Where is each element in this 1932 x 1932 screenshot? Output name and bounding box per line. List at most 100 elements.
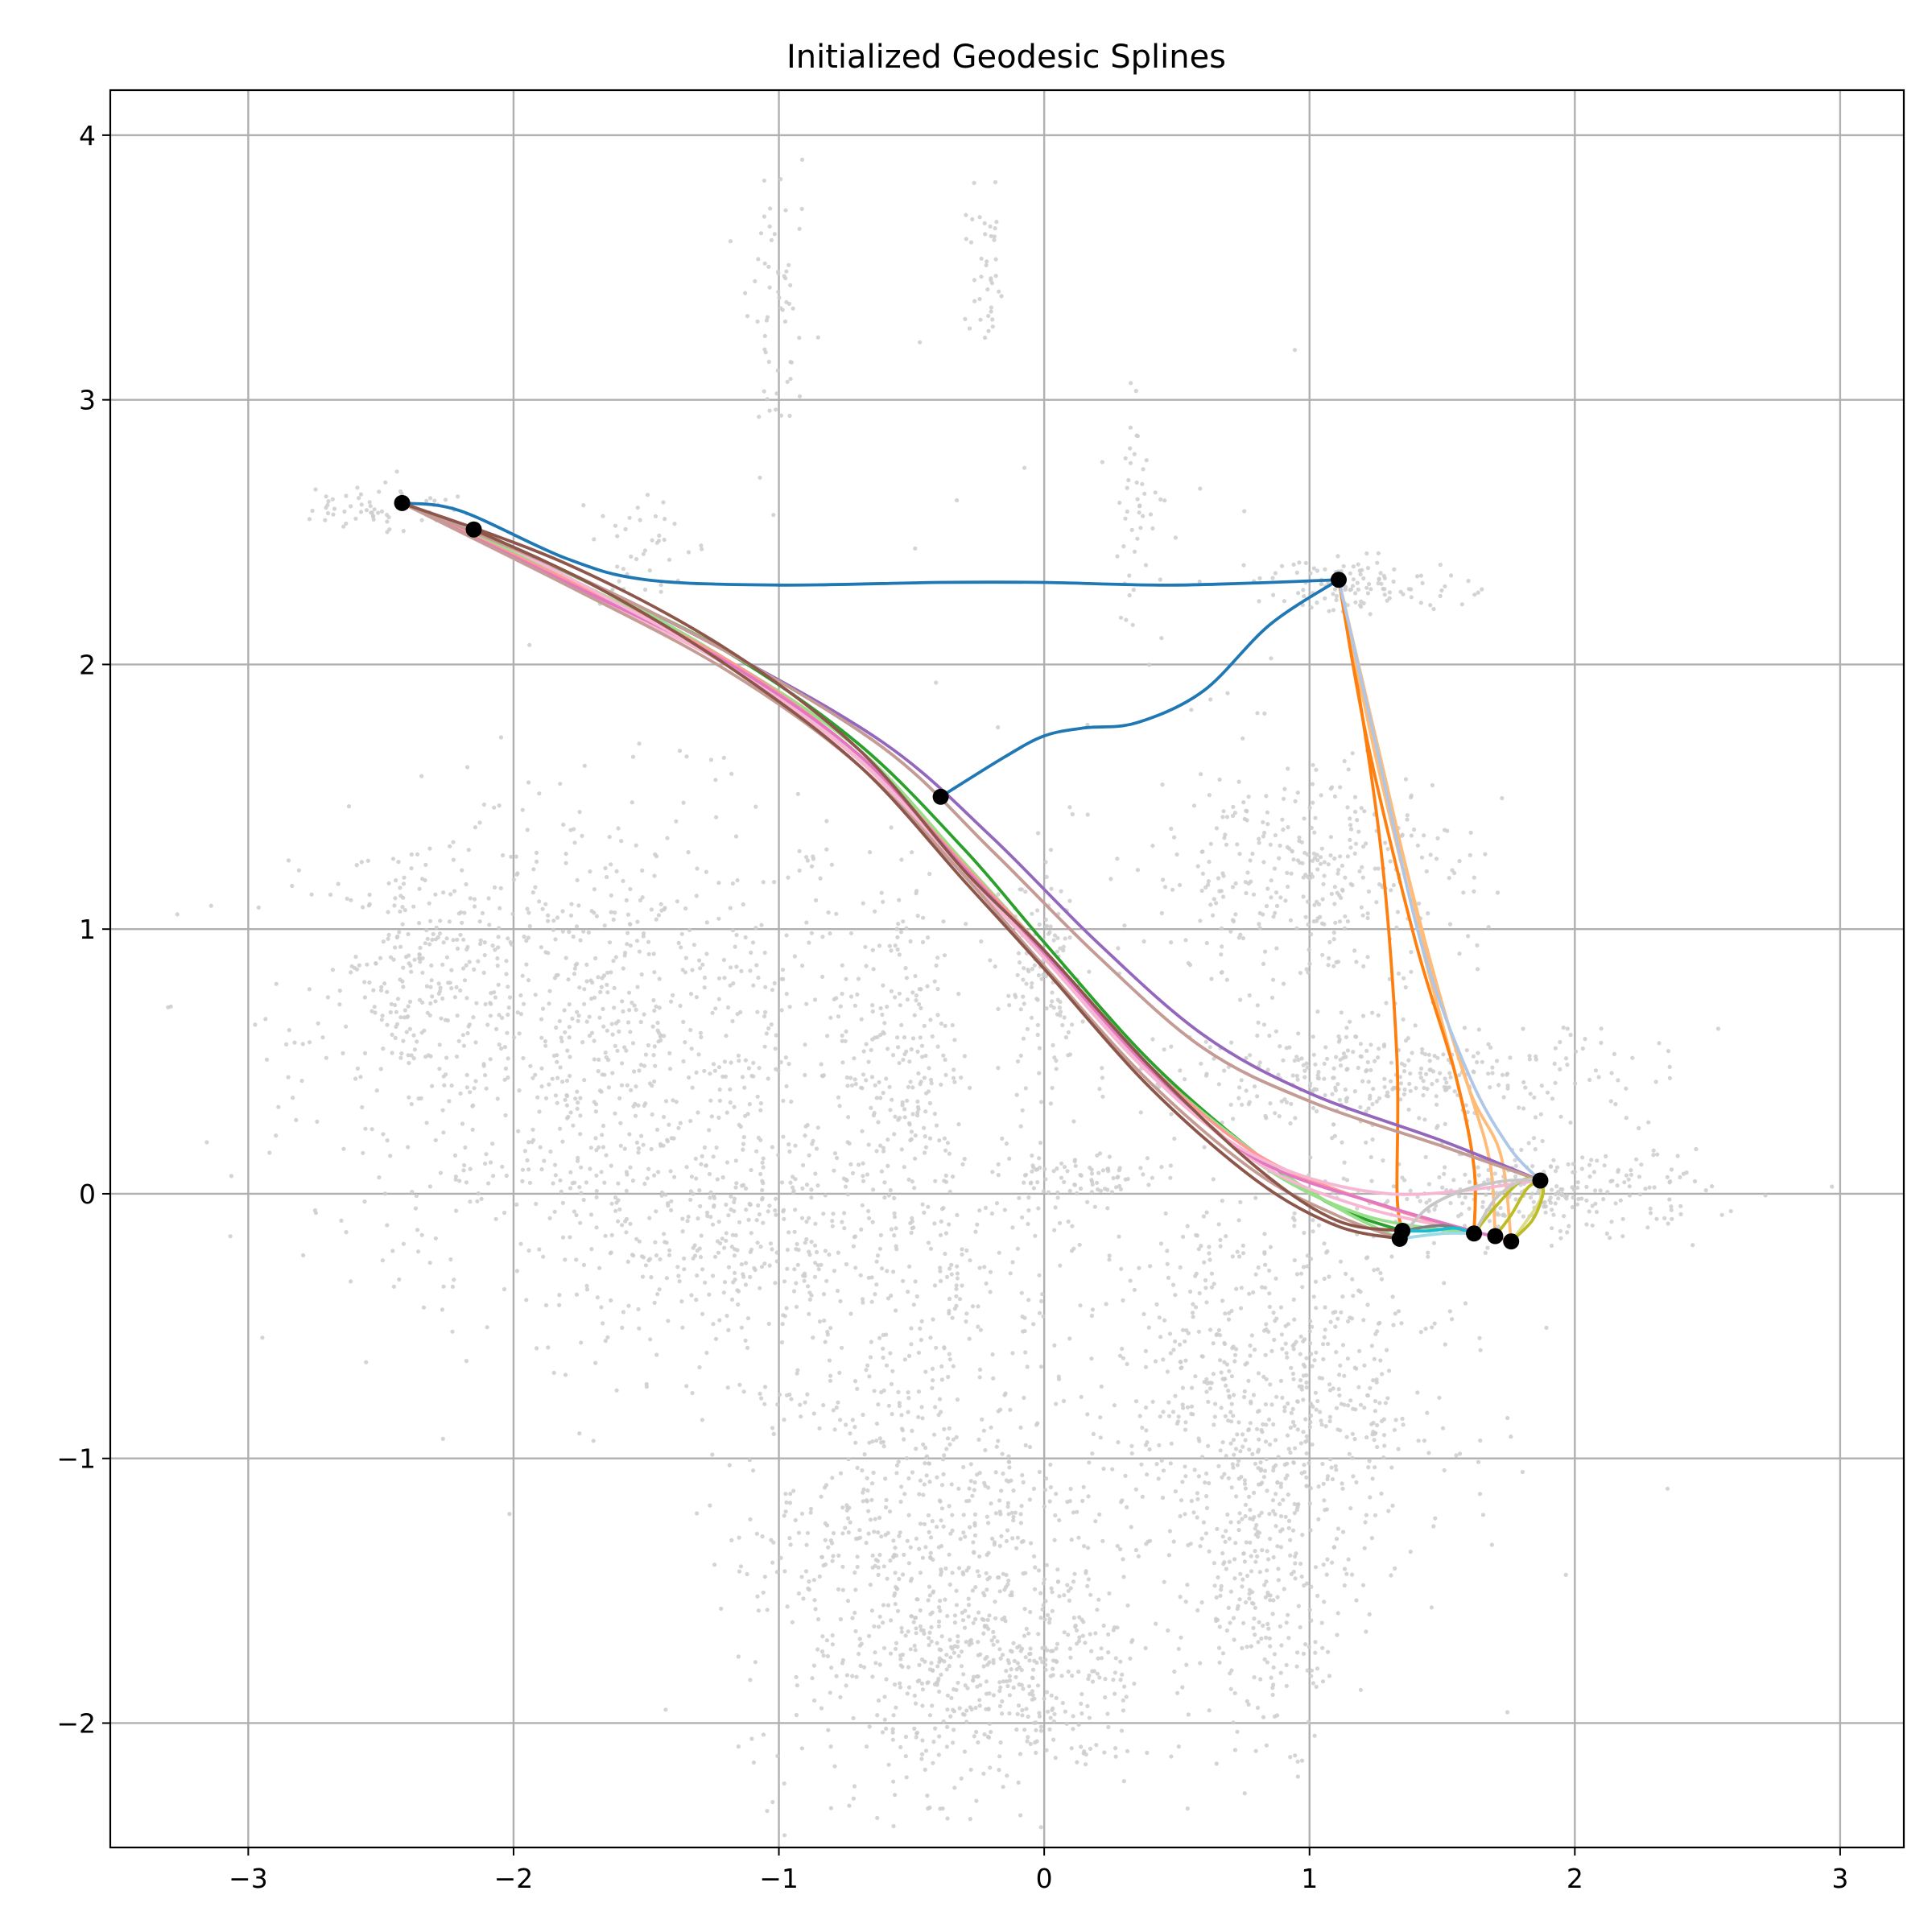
background-point xyxy=(1364,1109,1368,1114)
background-point xyxy=(979,939,984,944)
background-point xyxy=(937,1598,943,1604)
background-point xyxy=(662,907,667,912)
background-point xyxy=(855,1465,860,1470)
background-point xyxy=(1466,934,1471,939)
background-point xyxy=(1220,1651,1226,1656)
background-point xyxy=(952,1686,956,1692)
background-point xyxy=(861,1487,866,1492)
background-point xyxy=(1261,1623,1265,1628)
background-point xyxy=(707,1171,712,1177)
background-point xyxy=(1443,1165,1447,1170)
background-point xyxy=(1026,1195,1031,1200)
background-point xyxy=(893,1591,898,1596)
background-point xyxy=(1441,1052,1446,1057)
background-point xyxy=(941,1524,946,1529)
background-point xyxy=(1252,1675,1257,1680)
background-point xyxy=(832,1427,837,1432)
background-point xyxy=(1348,816,1352,821)
background-point xyxy=(1375,1444,1380,1450)
background-point xyxy=(1463,1103,1468,1108)
background-point xyxy=(1624,1173,1629,1178)
background-point xyxy=(1265,1067,1270,1072)
background-point xyxy=(712,1204,716,1209)
background-point xyxy=(898,1530,902,1535)
background-point xyxy=(441,890,446,895)
background-point xyxy=(371,988,376,993)
background-point xyxy=(919,1405,924,1410)
background-point xyxy=(1166,1553,1171,1558)
background-point xyxy=(951,1075,956,1080)
background-point xyxy=(444,955,450,960)
background-point xyxy=(883,1505,889,1510)
background-point xyxy=(420,1000,425,1005)
background-point xyxy=(386,881,391,886)
background-point xyxy=(1010,1225,1015,1230)
background-point xyxy=(1189,1404,1195,1409)
background-point xyxy=(869,1497,874,1502)
background-point xyxy=(605,982,609,987)
background-point xyxy=(462,978,468,983)
background-point xyxy=(958,1537,963,1542)
background-point xyxy=(1100,1094,1105,1099)
background-point xyxy=(886,1163,890,1168)
background-point xyxy=(1488,1045,1493,1050)
background-point xyxy=(411,904,416,909)
background-point xyxy=(1684,1170,1689,1175)
background-point xyxy=(1480,1059,1484,1064)
background-point xyxy=(724,1231,729,1236)
background-point xyxy=(1021,977,1026,982)
background-point xyxy=(1231,1720,1236,1725)
background-point xyxy=(497,926,502,931)
background-point xyxy=(1279,1643,1284,1648)
background-point xyxy=(539,1167,544,1172)
background-point xyxy=(1019,887,1024,892)
background-point xyxy=(937,1397,943,1402)
background-point xyxy=(877,1080,881,1084)
background-point xyxy=(909,1326,914,1331)
background-point xyxy=(939,1634,944,1639)
background-point xyxy=(1256,1449,1261,1455)
background-point xyxy=(504,1173,509,1179)
background-point xyxy=(926,1241,931,1245)
background-point xyxy=(946,1374,951,1380)
background-point xyxy=(499,1046,504,1051)
background-point xyxy=(316,1021,320,1026)
background-point xyxy=(831,1408,836,1413)
background-point xyxy=(1048,1674,1053,1678)
background-point xyxy=(1377,1096,1382,1100)
background-point xyxy=(1199,888,1204,894)
background-point xyxy=(1203,1278,1208,1282)
background-point xyxy=(1261,860,1266,865)
background-point xyxy=(1388,859,1393,864)
background-point xyxy=(1092,1669,1096,1674)
background-point xyxy=(1243,1438,1248,1443)
background-point xyxy=(1015,1059,1021,1064)
background-point xyxy=(918,1326,923,1331)
background-point xyxy=(699,1162,704,1166)
background-point xyxy=(1335,890,1340,895)
background-point xyxy=(582,763,587,768)
background-point xyxy=(656,913,662,918)
background-point xyxy=(402,1008,407,1013)
background-point xyxy=(804,1542,809,1547)
background-point xyxy=(1231,1117,1236,1121)
background-point xyxy=(1115,1543,1120,1549)
background-point xyxy=(1232,1557,1237,1562)
background-point xyxy=(362,980,367,985)
background-point xyxy=(175,912,180,917)
background-point xyxy=(767,1263,772,1268)
background-point xyxy=(1224,1529,1228,1534)
background-point xyxy=(1283,1514,1288,1519)
background-point xyxy=(1311,1105,1315,1111)
background-point xyxy=(1255,1003,1260,1008)
background-point xyxy=(1095,1153,1100,1158)
background-point xyxy=(873,1083,877,1088)
background-point xyxy=(825,1332,830,1337)
background-point xyxy=(489,1160,493,1165)
background-point xyxy=(1346,767,1351,772)
background-point xyxy=(791,1188,796,1193)
background-point xyxy=(1057,1005,1062,1010)
point-cluster-13 xyxy=(1197,551,1484,617)
background-point xyxy=(887,943,892,948)
background-point xyxy=(1141,1172,1146,1177)
